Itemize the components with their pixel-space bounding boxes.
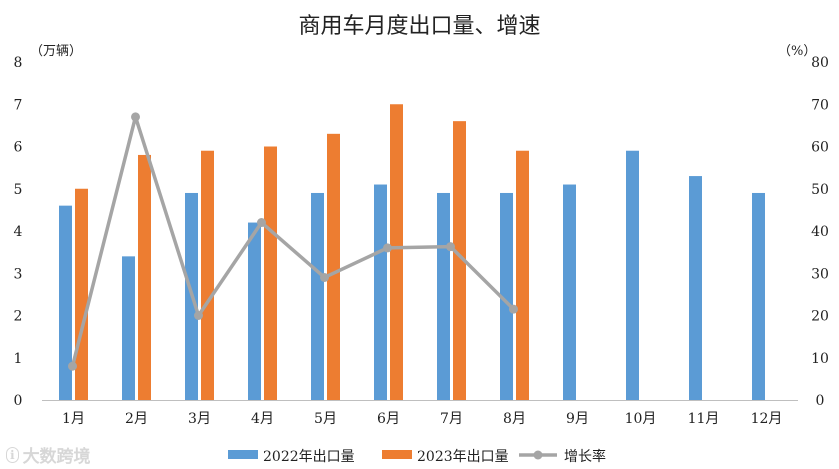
bar-2023	[453, 121, 466, 401]
y-tick-label: 4	[14, 224, 23, 240]
bar-2022	[311, 192, 324, 400]
bar-2023	[138, 154, 151, 400]
right-axis-ticks: 0 10 20 30 40 50 60 70 80	[811, 55, 829, 409]
x-tick-label: 4月	[251, 411, 274, 427]
x-tick-label: 1月	[62, 411, 85, 427]
x-tick-label: 10月	[625, 411, 657, 427]
legend-label: 2022年出口量	[263, 449, 355, 465]
watermark-logo-icon: ℹ	[6, 446, 19, 463]
legend-item-1[interactable]: 2022年出口量	[228, 449, 355, 465]
bar-2022	[563, 184, 576, 400]
y-tick-label: 8	[14, 55, 23, 71]
bar-2023	[264, 146, 277, 400]
y2-tick-label: 40	[811, 224, 829, 240]
x-tick-label: 6月	[377, 411, 400, 427]
growth-point	[257, 218, 266, 228]
right-axis-unit: （%）	[778, 44, 817, 59]
y-tick-label: 0	[14, 393, 23, 409]
y-tick-label: 7	[14, 97, 23, 113]
bar-2023	[75, 188, 88, 400]
legend-marker	[533, 450, 543, 460]
y2-tick-label: 10	[811, 351, 829, 367]
legend-swatch	[228, 450, 258, 459]
x-tick-label: 11月	[688, 411, 720, 427]
y-tick-label: 6	[14, 140, 23, 156]
bars	[59, 104, 765, 401]
y-tick-label: 5	[14, 182, 23, 198]
left-axis-unit: （万辆）	[30, 44, 83, 59]
legend-item-3[interactable]: 增长率	[519, 448, 606, 465]
bar-2022	[59, 205, 72, 400]
bar-2022	[122, 256, 135, 400]
x-tick-label: 2月	[125, 411, 148, 427]
y2-tick-label: 0	[816, 393, 825, 409]
x-tick-label: 5月	[314, 411, 337, 427]
bar-2022	[374, 184, 387, 400]
y-tick-label: 2	[14, 309, 23, 325]
bar-2022	[248, 222, 261, 400]
x-axis: 1月 2月 3月 4月 5月 6月 7月 8月 9月 10月 11月 12月	[42, 400, 798, 427]
x-tick-label: 8月	[503, 411, 526, 427]
growth-point	[320, 272, 329, 282]
bar-2023	[201, 150, 214, 400]
growth-point	[383, 243, 392, 253]
y2-tick-label: 70	[811, 97, 829, 113]
bar-2023	[327, 133, 340, 400]
x-tick-label: 7月	[440, 411, 463, 427]
bar-2022	[626, 150, 639, 400]
x-tick-label: 12月	[751, 411, 783, 427]
watermark: ℹ 大数跨境	[6, 442, 91, 467]
y2-tick-label: 60	[811, 140, 829, 156]
bar-2023	[390, 104, 403, 400]
x-tick-label: 3月	[188, 411, 211, 427]
growth-point	[131, 112, 140, 122]
y2-tick-label: 30	[811, 266, 829, 282]
bar-2022	[500, 192, 513, 400]
watermark-text: 大数跨境	[22, 447, 91, 467]
y2-tick-label: 80	[811, 55, 829, 71]
legend-label: 2023年出口量	[417, 449, 509, 465]
left-axis-ticks: 0 1 2 3 4 5 6 7 8	[14, 55, 23, 409]
chart-title: 商用车月度出口量、增速	[298, 14, 541, 39]
growth-point	[68, 361, 77, 371]
bar-2022	[437, 192, 450, 400]
bar-2023	[516, 150, 529, 400]
y-tick-label: 1	[14, 351, 23, 367]
legend-item-2[interactable]: 2023年出口量	[382, 449, 509, 465]
growth-point	[194, 311, 203, 320]
growth-line-path	[70, 115, 515, 367]
legend-swatch	[382, 450, 412, 459]
growth-point	[446, 242, 455, 252]
x-tick-label: 9月	[566, 411, 589, 427]
growth-line	[68, 112, 518, 371]
legend-label: 增长率	[564, 448, 606, 465]
y-tick-label: 3	[14, 266, 23, 282]
growth-point	[509, 304, 518, 314]
legend[interactable]: 2022年出口量 2023年出口量 增长率	[228, 448, 606, 465]
bar-2022	[752, 192, 765, 400]
y2-tick-label: 20	[811, 309, 829, 325]
y2-tick-label: 50	[811, 182, 829, 198]
bar-2022	[689, 176, 702, 400]
